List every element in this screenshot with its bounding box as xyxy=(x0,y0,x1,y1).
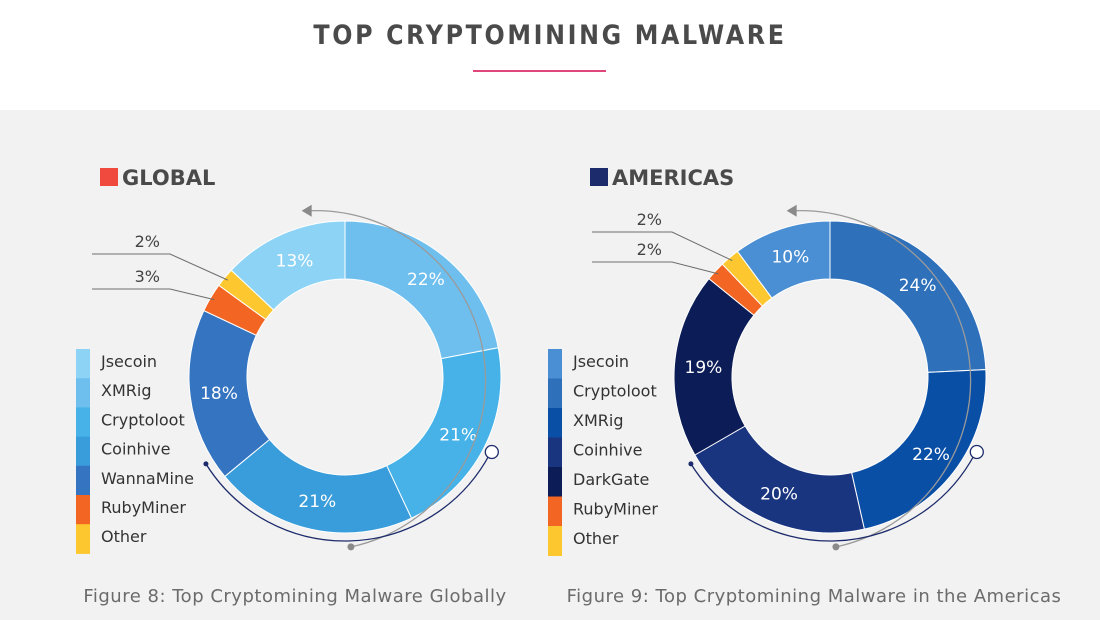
americas-title-marker xyxy=(590,168,608,186)
americas-legend-swatch xyxy=(548,437,562,468)
global-legend-swatch xyxy=(76,378,90,408)
global-title-marker xyxy=(100,168,118,186)
global-slice-label: 22% xyxy=(407,270,445,290)
global-callout-label: 3% xyxy=(135,267,160,286)
title-underline xyxy=(473,70,606,72)
page-header: TOP CRYPTOMINING MALWARE xyxy=(0,0,1100,110)
americas-slice xyxy=(694,425,865,534)
americas-legend-swatch xyxy=(548,378,562,409)
americas-legend-label: XMRig xyxy=(573,411,623,430)
americas-legend-swatch xyxy=(548,349,562,379)
americas-slice-label: 19% xyxy=(685,358,723,378)
global-legend-label: WannaMine xyxy=(101,469,194,488)
global-arc-start-dot xyxy=(203,461,209,467)
global-callout-line xyxy=(92,253,229,281)
americas-outer-arc xyxy=(794,210,972,548)
global-arrow-icon xyxy=(301,204,312,217)
global-callout-label: 2% xyxy=(135,232,160,251)
americas-legend-label: Coinhive xyxy=(573,441,642,460)
global-legend-swatch xyxy=(76,495,90,525)
americas-callout-line xyxy=(592,261,719,275)
global-slice-label: 21% xyxy=(298,492,336,512)
americas-legend-label: Jsecoin xyxy=(572,352,629,371)
americas-callout-line xyxy=(592,231,733,262)
americas-slice-label: 22% xyxy=(912,445,950,465)
global-outer-arc xyxy=(309,210,487,548)
americas-inner-arc xyxy=(690,453,976,542)
americas-chart: AMERICAS 24% 22% 20% 19% 10% 2% 2% Jsecoin Crypto… xyxy=(548,166,1061,607)
americas-callout-label: 2% xyxy=(637,240,662,259)
global-chart: GLOBAL 22% 21% 21% 18% 13% 2% 3% Jsecoin XMRig Cry… xyxy=(76,166,506,607)
global-caption: Figure 8: Top Cryptomining Malware Globa… xyxy=(83,586,506,607)
global-legend-label: Jsecoin xyxy=(100,352,157,371)
americas-caption: Figure 9: Top Cryptomining Malware in th… xyxy=(567,586,1062,607)
americas-legend-swatch xyxy=(548,467,562,497)
global-slice xyxy=(230,220,346,311)
global-legend-label: XMRig xyxy=(101,381,151,400)
americas-legend-swatch xyxy=(548,408,562,438)
americas-slice-label: 24% xyxy=(899,276,937,296)
global-slice-label: 18% xyxy=(200,384,238,404)
americas-legend-label: Cryptoloot xyxy=(573,382,657,401)
global-callout-line xyxy=(92,288,215,301)
global-legend-label: RubyMiner xyxy=(101,498,186,517)
americas-legend-label: DarkGate xyxy=(573,470,649,489)
global-legend-label: Coinhive xyxy=(101,440,170,459)
americas-slice xyxy=(736,220,831,299)
global-slice-label: 13% xyxy=(276,251,314,271)
americas-callout-label: 2% xyxy=(637,210,662,229)
global-legend-swatch xyxy=(76,465,90,496)
americas-legend-label: RubyMiner xyxy=(573,500,658,519)
global-arc-ring-marker xyxy=(484,444,499,460)
global-title: GLOBAL xyxy=(122,166,215,190)
americas-slice-label: 20% xyxy=(760,484,798,504)
americas-arc-end-dot xyxy=(832,543,840,551)
americas-arrow-icon xyxy=(786,204,797,217)
global-legend-swatch xyxy=(76,407,90,438)
global-legend-label: Other xyxy=(101,527,147,546)
global-legend-swatch xyxy=(76,436,90,467)
americas-title: AMERICAS xyxy=(612,166,734,190)
americas-slice-label: 10% xyxy=(771,247,809,267)
global-inner-arc xyxy=(205,453,491,542)
americas-legend-swatch xyxy=(548,496,562,527)
page-title: TOP CRYPTOMINING MALWARE xyxy=(313,20,787,51)
americas-slice xyxy=(829,220,987,373)
global-legend-label: Cryptoloot xyxy=(101,410,185,429)
americas-arc-start-dot xyxy=(688,461,694,467)
global-slice-label: 21% xyxy=(439,426,477,446)
global-legend-swatch xyxy=(76,349,90,379)
americas-arc-ring-marker xyxy=(969,444,984,460)
global-legend-swatch xyxy=(76,524,90,554)
americas-legend-label: Other xyxy=(573,529,619,548)
global-arc-end-dot xyxy=(347,543,355,551)
americas-legend-swatch xyxy=(548,526,562,556)
